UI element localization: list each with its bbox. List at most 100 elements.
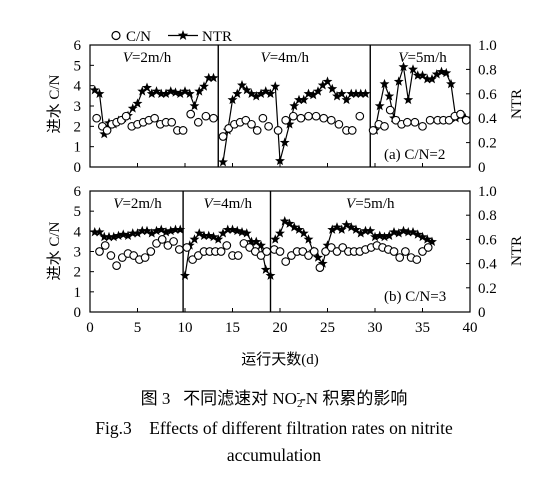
panel-b-ntr-point [175, 224, 186, 234]
panel-a-cn-point [209, 113, 218, 123]
panel-b-ntr-point [374, 230, 385, 240]
panel-b-ntr-point [327, 224, 338, 234]
panel-a-cn-point [178, 126, 188, 135]
panel-a-ntr-point [417, 70, 428, 80]
panel-b-ntr-point [189, 234, 200, 244]
panel-b-cn-point [256, 251, 266, 260]
panel-b-ytick-right-label: 1.0 [478, 184, 497, 200]
panel-b-xtick-label: 20 [273, 320, 288, 336]
panel-a-ntr-point [317, 80, 328, 90]
caption-en-line2: accumulation [226, 445, 322, 465]
panel-a-ntr-point [384, 91, 395, 101]
panel-a-ntr-point [279, 137, 290, 147]
panel-b-ntr-point [393, 228, 404, 238]
panel-b-ntr-point [265, 270, 276, 280]
panel-b-stage-label: V=2m/h [113, 196, 162, 212]
panel-b-label: (b) C/N=3 [384, 289, 446, 305]
panel-b-cn-point [401, 247, 410, 256]
panel-b-ntr-point [303, 234, 314, 244]
panel-a-cn-point [186, 109, 196, 119]
panel-b-ntr-point [279, 216, 290, 226]
caption-en: Fig.3 Effects of different filtration ra… [0, 415, 548, 469]
panel-b-cn-point [146, 247, 156, 256]
panel-a-cn-point [410, 117, 420, 127]
panel-a-cn-point [296, 113, 306, 123]
panel-b-cn-point [332, 247, 342, 256]
panel-b-ntr-point [289, 222, 300, 232]
panel-b-cn-point [275, 247, 285, 256]
panel-a-ntr-point [332, 91, 342, 101]
panel-a-cn-point [273, 126, 283, 135]
panel-a-cn-point [402, 117, 412, 127]
panel-b-cn-point [298, 247, 308, 256]
panel-a-cn-point [304, 111, 313, 121]
panel-b-ntr-point [104, 231, 114, 242]
panel-b-cn-point [315, 263, 325, 272]
panel-a-ntr-point [175, 88, 186, 99]
panel-b-xtick-label: 15 [225, 320, 240, 336]
panel-b-ytick-right-label: 0.2 [478, 281, 497, 297]
panel-b-cn-point [309, 247, 319, 256]
panel-a-cn-point [311, 111, 321, 121]
panel-b-ntr-point [137, 225, 148, 236]
panel-b-cn-point [304, 251, 313, 260]
panel-b-ntr-point [332, 222, 342, 232]
panel-a-ntr-point [265, 88, 276, 99]
panel-a-cn-point [380, 121, 389, 131]
panel-b-ntr-point [89, 226, 100, 237]
panel-a-ntr-point [132, 98, 143, 108]
panel-a-ytick-left-label: 1 [74, 140, 82, 156]
figure: C/N NTR 0 1 2 3 4 5 6 0 0.2 0.4 0.6 0.8 1.0 V=2m/h V=4… [46, 29, 525, 368]
panel-b-ntr-point [180, 270, 190, 280]
panel-a-ntr-point [256, 88, 266, 99]
panel-b-ntr-point [427, 236, 437, 247]
panel-b-ytick-left-label: 5 [74, 204, 82, 220]
panel-a-ntr-point [446, 78, 456, 89]
panel-b-ntr-point [213, 234, 224, 244]
panel-b-cn-point [395, 253, 405, 262]
caption-cn-title-after: -N 积累的影响 [300, 389, 408, 408]
panel-a-ytick-right-label: 0.6 [478, 87, 497, 103]
panel-a-ntr-point [398, 61, 409, 72]
panel-b-cn-point [287, 251, 296, 260]
panel-b-ntr-point [322, 240, 333, 250]
panel-a-cn-point [385, 105, 395, 115]
panel-b-cn-point [152, 239, 161, 248]
panel-a-ntr-point [189, 100, 200, 111]
panel-b-cn-point [262, 247, 272, 256]
panel-b-ntr-point [227, 224, 238, 234]
panel-b-cn-point [100, 241, 110, 250]
panel-b-ntr-point [422, 234, 433, 244]
panel-b-ntr-point [127, 228, 138, 238]
panel-a-ntr-point [313, 86, 323, 96]
panel-b-xtick-label: 5 [134, 320, 142, 336]
panel-b-ntr-point [408, 226, 418, 237]
panel-a-cn-point [121, 111, 131, 121]
panel-b-ntr-point [403, 226, 414, 237]
panel-b-ntr-point [165, 225, 176, 236]
panel-a-ntr-point [346, 88, 357, 99]
panel-b-ntr-point [142, 225, 152, 236]
panel-a-cn-point [461, 115, 471, 125]
panel-b-ytick-right-label: 0.8 [478, 208, 497, 224]
panel-a-ntr-point [241, 84, 252, 95]
panel-b-ytick-left-label: 2 [74, 265, 82, 281]
panel-a-ntr-point [412, 70, 423, 80]
panel-b-cn-point [129, 251, 139, 260]
panel-a-ntr-point [298, 94, 309, 105]
panel-b-ytick-right-label: 0.4 [478, 257, 497, 273]
legend-cn-marker [111, 30, 121, 41]
panel-a-ntr-point [170, 87, 181, 97]
panel-a-ntr-point [232, 88, 243, 99]
panel-a-cn-point [319, 113, 329, 123]
panel-a-ytick-right-label: 0.4 [478, 111, 497, 127]
panel-b-ntr-point [94, 226, 105, 237]
panel-a-ntr-point [127, 103, 138, 113]
panel-a-ytick-right-label: 0 [478, 160, 486, 176]
panel-a-ntr-point [251, 91, 262, 101]
panel-b-ntr-point [170, 224, 181, 234]
panel-a-ntr-point [289, 100, 300, 111]
panel-a-ntr-point [284, 119, 295, 129]
panel-b-ntr-point [270, 234, 281, 244]
panel-a-ylabel-right: NTR [509, 89, 525, 119]
